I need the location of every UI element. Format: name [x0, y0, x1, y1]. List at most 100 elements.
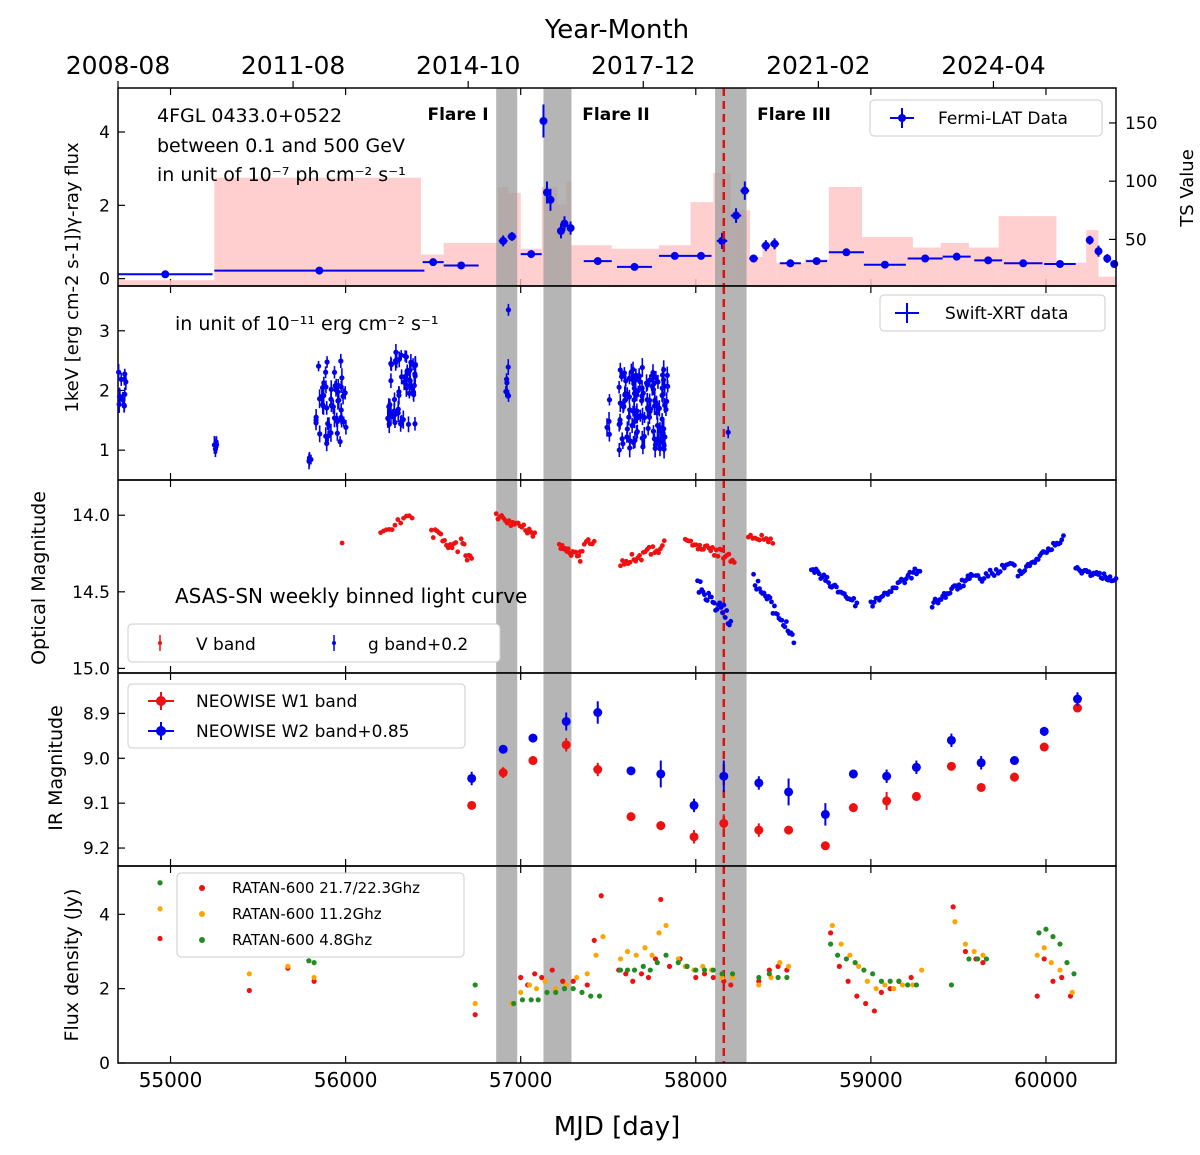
y-tick-label: 9.0	[83, 749, 110, 769]
g-band-point	[720, 610, 725, 616]
gamma-point	[670, 251, 679, 260]
radio-11ghz-point	[864, 978, 870, 984]
w2-point	[719, 771, 729, 781]
v-band-point	[695, 546, 701, 552]
xray-point	[619, 374, 625, 380]
xray-point	[623, 378, 629, 384]
radio-11ghz-point	[1069, 989, 1075, 995]
xray-point	[398, 352, 404, 358]
xray-point	[398, 421, 404, 427]
gamma-point	[842, 248, 851, 257]
w2-point	[848, 769, 858, 779]
g-band-point	[993, 567, 999, 572]
xray-point	[640, 390, 646, 396]
xray-point	[387, 409, 393, 415]
radio-5ghz-point	[684, 963, 690, 969]
ts-bin-bar	[1056, 262, 1087, 286]
radio-11ghz-point	[729, 974, 736, 981]
gamma-point	[761, 241, 770, 250]
g-band-point	[1061, 533, 1066, 539]
radio-22ghz-point	[645, 974, 652, 981]
xray-point	[334, 430, 340, 436]
radio-5ghz-point	[472, 982, 478, 988]
g-band-point	[769, 599, 774, 605]
xray-point	[633, 412, 639, 418]
v-band-point	[639, 557, 644, 563]
ir-legend-w1-label: NEOWISE W1 band	[196, 692, 357, 712]
w2-point	[498, 744, 508, 754]
g-band-point	[870, 603, 875, 609]
w1-point	[689, 832, 699, 842]
gamma-point	[566, 224, 575, 233]
xray-point	[641, 414, 648, 421]
gamma-point	[1019, 259, 1028, 268]
gamma-point	[1103, 254, 1112, 263]
xray-point	[405, 421, 412, 427]
radio-5ghz-point	[948, 982, 955, 988]
radio-22ghz-point	[539, 974, 545, 981]
w1-point	[1039, 742, 1049, 752]
g-band-point	[1012, 562, 1017, 568]
radio-ylabel: Flux density (Jy)	[61, 889, 83, 1042]
w1-point	[1009, 772, 1019, 782]
top-tick-label: 2017-12	[591, 51, 695, 80]
v-band-point	[568, 553, 574, 558]
radio-11ghz-point	[526, 982, 533, 988]
g-band-point	[702, 592, 707, 598]
ts-bin-bar	[659, 245, 691, 286]
xray-point	[403, 385, 409, 391]
radio-5ghz-point	[693, 967, 699, 973]
radio-11ghz-point	[518, 989, 524, 995]
radio-legend-11ghz-marker	[199, 911, 205, 917]
radio-5ghz-point	[905, 982, 911, 988]
flare-band-1	[496, 866, 518, 1063]
radio-5ghz-point	[1043, 926, 1049, 932]
ts-bin-bar	[118, 280, 215, 286]
radio-22ghz-point	[828, 930, 834, 936]
radio-5ghz-point	[588, 993, 594, 999]
ts-bin-bar	[940, 242, 969, 286]
w1-point	[498, 768, 508, 778]
w2-point	[784, 787, 794, 797]
radio-22ghz-point	[246, 987, 252, 994]
y-tick-label: 2	[99, 196, 110, 216]
xray-point	[343, 424, 349, 430]
radio-legend-22ghz-label: RATAN-600 21.7/22.3Ghz	[232, 879, 420, 897]
v-band-point	[661, 538, 667, 544]
x-tick-label: 57000	[489, 1068, 553, 1092]
radio-11ghz-point	[952, 919, 958, 925]
g-band-point	[779, 617, 785, 623]
g-band-point	[1022, 568, 1028, 574]
v-band-point	[710, 545, 715, 550]
radio-22ghz-point	[1059, 974, 1065, 981]
radio-5ghz-point	[784, 974, 790, 981]
radio-5ghz-point	[654, 960, 660, 966]
v-band-point	[506, 518, 512, 524]
gamma-point	[732, 211, 741, 220]
xray-point	[621, 370, 627, 376]
xray-point	[621, 404, 627, 410]
y-tick-label: 4	[99, 905, 110, 925]
xray-point	[622, 391, 629, 397]
xray-point	[616, 384, 622, 390]
ir-legend-w2-marker	[148, 722, 174, 740]
v-band-point	[757, 537, 762, 543]
xray-point	[662, 402, 668, 408]
top-tick-label: 2014-10	[416, 51, 520, 80]
radio-11ghz-point	[777, 960, 783, 966]
radio-22ghz-point	[766, 967, 772, 973]
v-band-point	[618, 563, 623, 569]
v-band-point	[469, 556, 475, 561]
xray-point	[629, 422, 635, 429]
xray-point	[645, 425, 651, 432]
radio-22ghz-point	[1050, 978, 1056, 984]
v-band-point	[442, 538, 447, 543]
xray-point	[324, 405, 330, 411]
xray-point	[323, 369, 329, 375]
g-band-point	[871, 599, 877, 605]
xray-point	[635, 387, 641, 394]
v-band-point	[339, 540, 345, 546]
w2-point	[976, 758, 986, 768]
radio-11ghz-point	[642, 945, 648, 951]
xray-point	[626, 414, 632, 420]
